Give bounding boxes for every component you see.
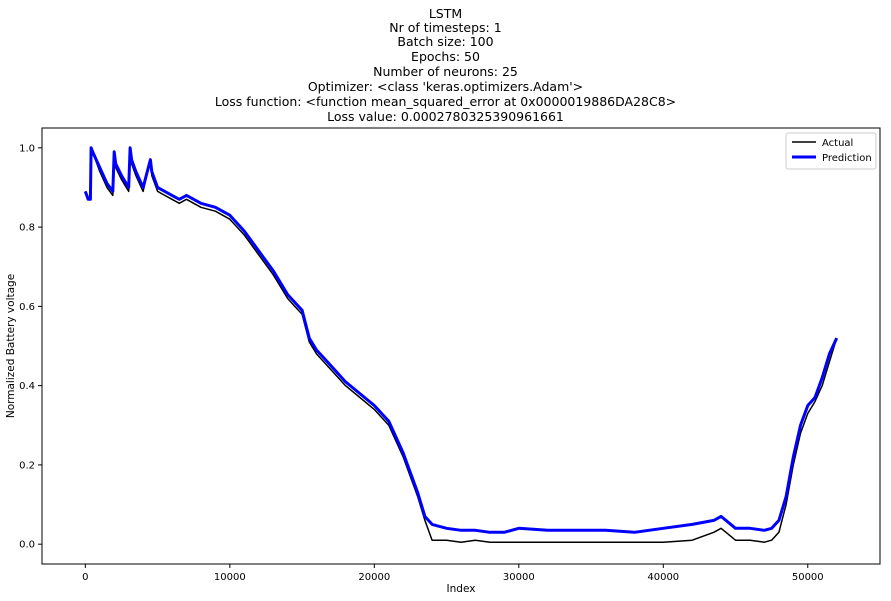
legend-prediction-label: Prediction (822, 153, 872, 164)
series-line-prediction (83, 146, 839, 534)
legend: Actual Prediction (785, 132, 877, 170)
y-tick-label: 0.6 (19, 302, 35, 313)
x-tick-label: 0 (82, 572, 88, 583)
chart-title-line-6: Optimizer: <class 'keras.optimizers.Adam… (307, 79, 584, 94)
y-tick-label: 1.0 (19, 143, 35, 154)
chart-title-line-3: Batch size: 100 (397, 34, 494, 49)
x-tick-label: 20000 (358, 572, 390, 583)
series-layer (83, 146, 839, 543)
x-tick-label: 40000 (647, 572, 679, 583)
y-tick-label: 0.8 (19, 223, 35, 234)
chart-title-line-8: Loss value: 0.0002780325390961661 (327, 109, 564, 124)
chart-title-line-7: Loss function: <function mean_squared_er… (214, 94, 677, 109)
legend-actual-label: Actual (822, 138, 853, 149)
x-axis-label: Index (447, 583, 476, 595)
y-tick-label: 0.2 (19, 460, 35, 471)
chart-title-line-4: Epochs: 50 (411, 49, 480, 64)
y-tick-label: 0.4 (19, 381, 35, 392)
plot-frame (41, 127, 881, 565)
y-axis-ticks: 0.0 0.2 0.4 0.6 0.8 1.0 (19, 143, 42, 551)
y-tick-label: 0.0 (19, 540, 35, 551)
y-axis-label: Normalized Battery voltage (5, 274, 17, 418)
x-axis-ticks: 0 10000 20000 30000 40000 50000 (82, 564, 824, 583)
x-tick-label: 10000 (214, 572, 246, 583)
x-tick-label: 30000 (503, 572, 535, 583)
x-tick-label: 50000 (792, 572, 824, 583)
chart-title-line-5: Number of neurons: 25 (373, 64, 518, 79)
chart-title-line-2: Nr of timesteps: 1 (389, 20, 502, 35)
series-line-actual (84, 147, 838, 543)
chart-title-line-1: LSTM (428, 6, 463, 21)
